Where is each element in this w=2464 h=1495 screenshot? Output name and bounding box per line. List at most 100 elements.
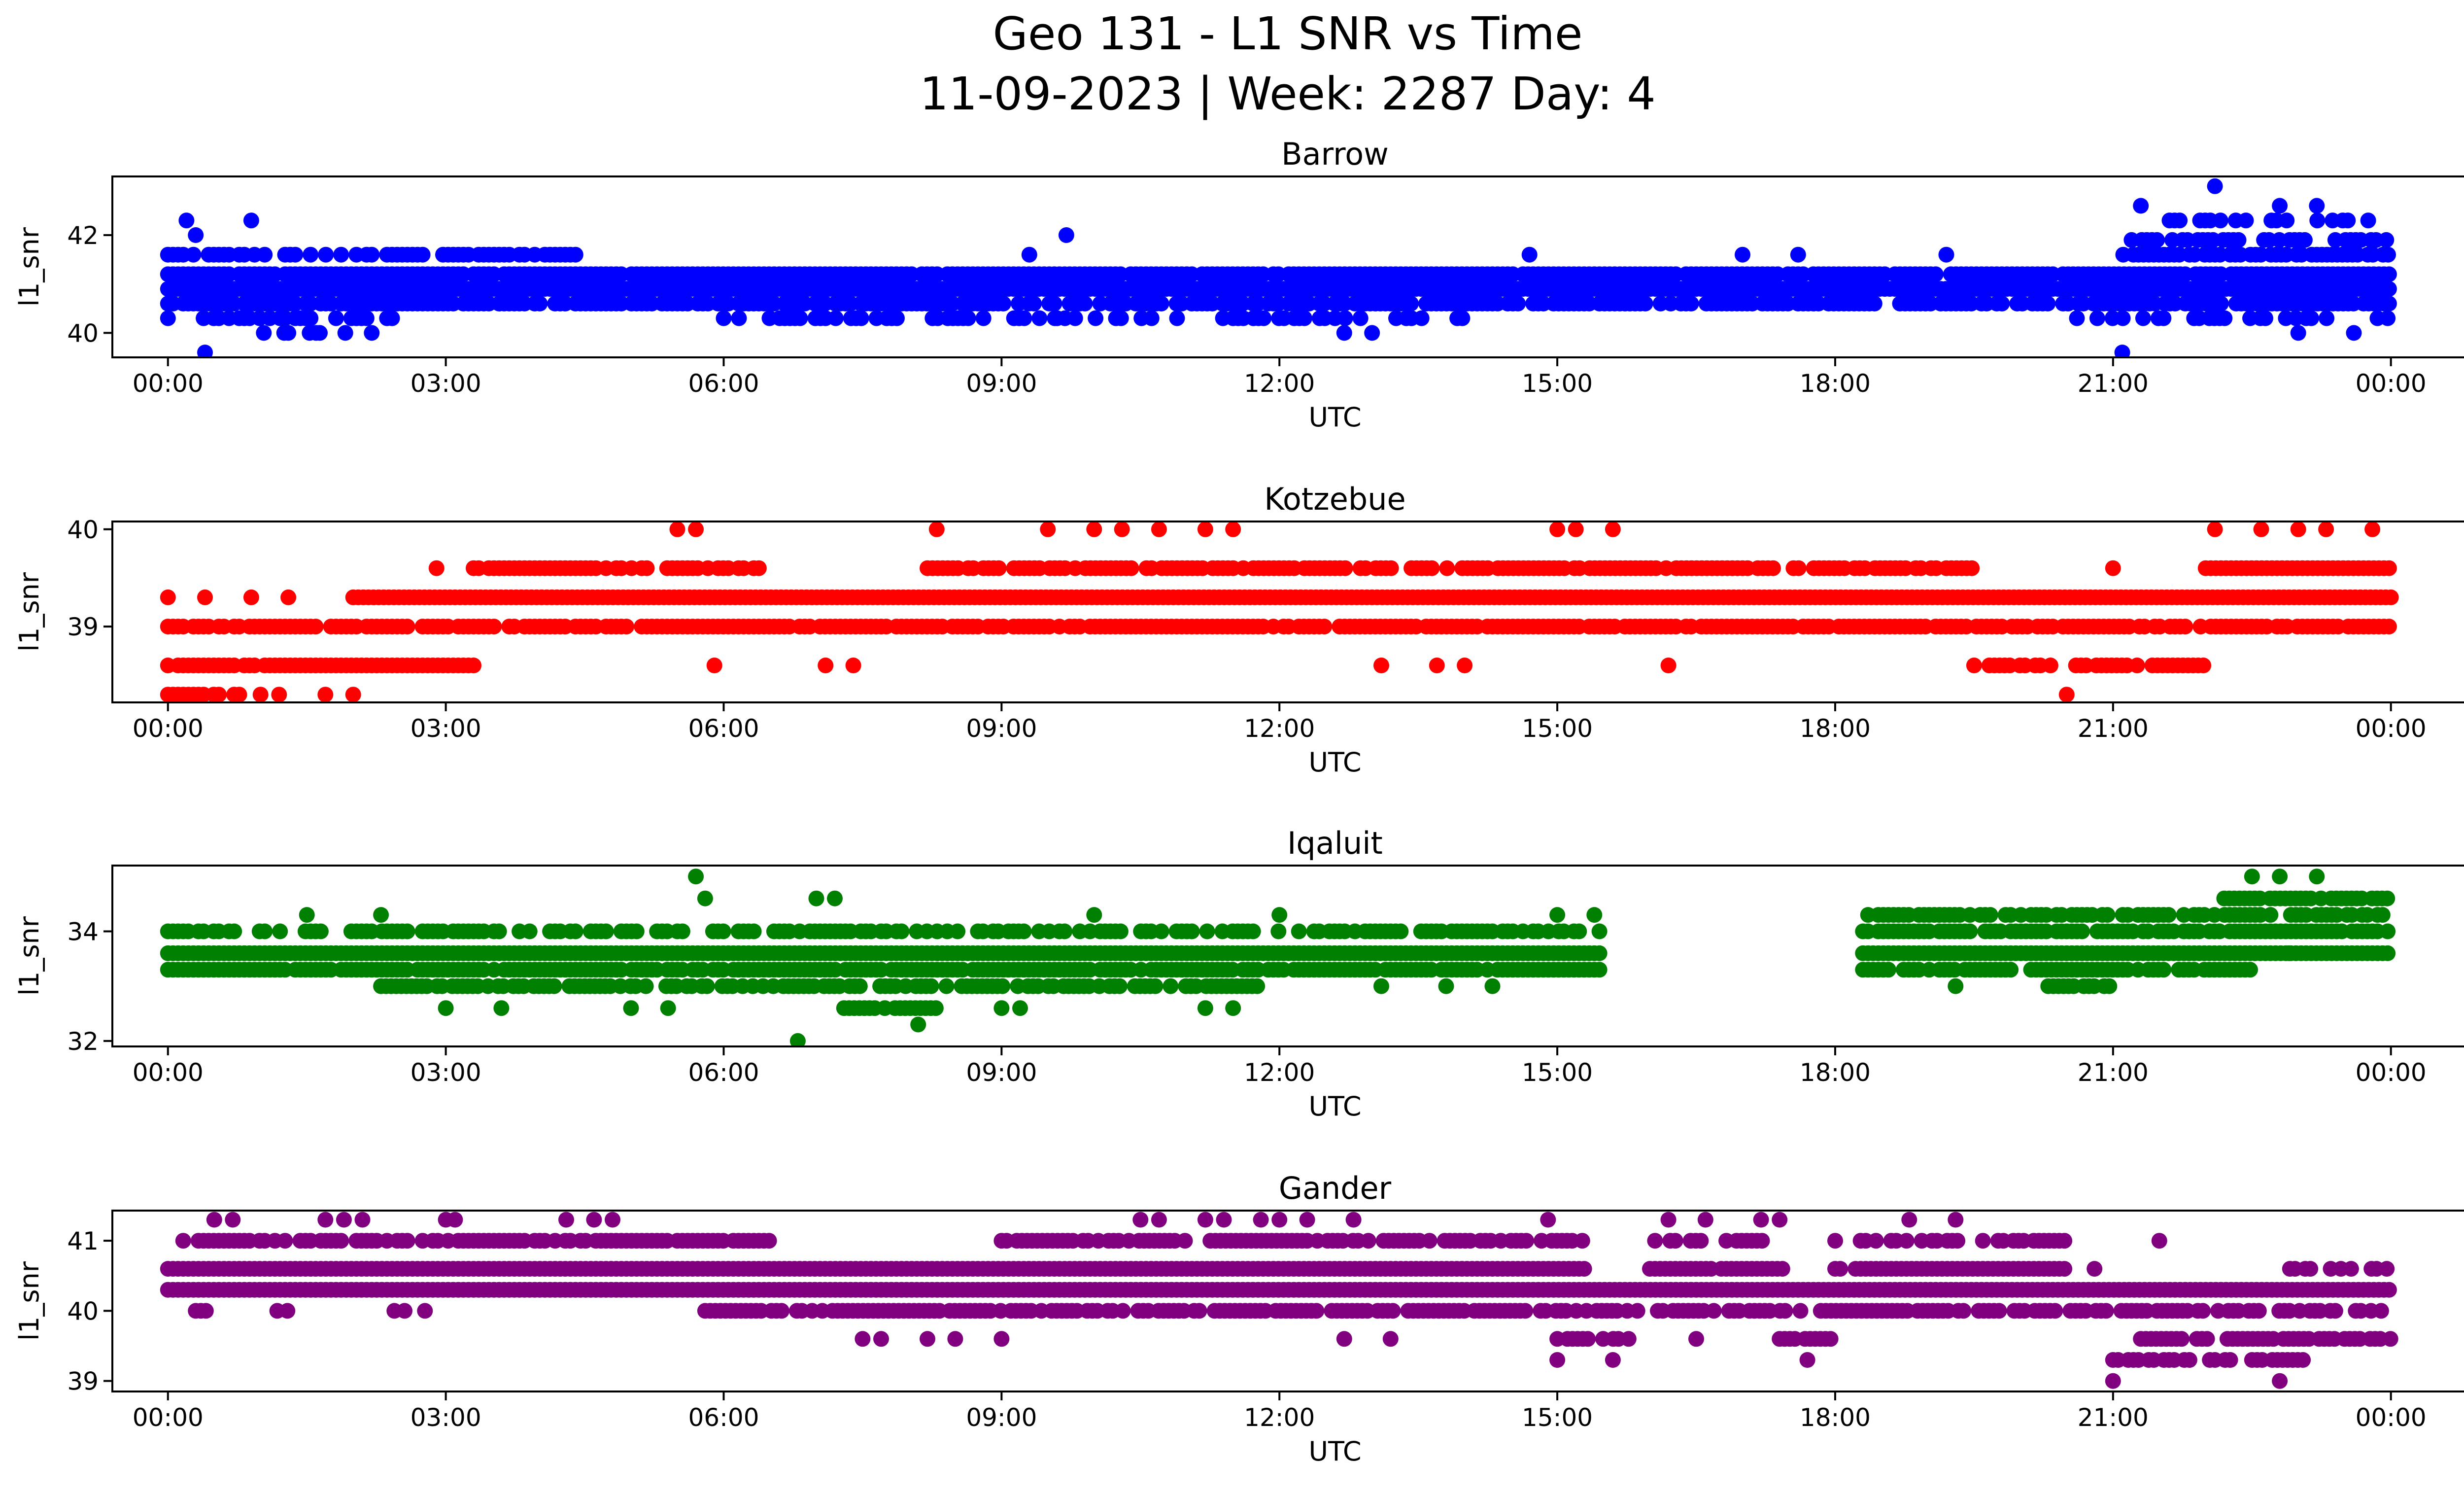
data-point: [2207, 522, 2223, 537]
data-point: [2340, 212, 2356, 229]
data-point: [1429, 658, 1445, 673]
data-point: [623, 1000, 639, 1016]
data-point: [486, 619, 502, 635]
data-point: [2056, 1261, 2073, 1277]
data-point: [1549, 522, 1566, 537]
data-point: [1774, 1261, 1790, 1277]
data-point: [1647, 1233, 1663, 1249]
data-point: [211, 687, 227, 702]
data-point: [2364, 522, 2381, 537]
data-point: [852, 978, 868, 994]
data-point: [1424, 560, 1440, 576]
data-point: [1113, 310, 1129, 326]
data-point: [789, 1033, 806, 1046]
x-tick-label: 15:00: [1522, 369, 1593, 398]
data-point: [399, 619, 415, 635]
axes-frame: [111, 521, 2464, 703]
data-point: [491, 923, 507, 939]
data-point: [1291, 923, 1307, 939]
data-point: [1693, 1233, 1709, 1249]
data-point: [1549, 907, 1566, 923]
data-point: [1147, 978, 1164, 994]
data-point: [2279, 212, 2295, 229]
data-point: [2099, 907, 2116, 923]
data-point: [845, 658, 861, 673]
data-point: [994, 978, 1011, 994]
x-tick-label: 00:00: [2356, 1058, 2427, 1087]
x-axis-label: UTC: [1308, 747, 1361, 778]
data-point: [308, 619, 324, 635]
x-tick-label: 18:00: [1800, 714, 1871, 743]
data-point: [598, 923, 614, 939]
data-point: [1571, 923, 1587, 939]
data-point: [1964, 560, 1980, 576]
data-point: [1383, 560, 1399, 576]
data-point: [1031, 310, 1048, 326]
data-point: [2253, 522, 2269, 537]
data-point: [1866, 295, 1882, 312]
data-point: [669, 522, 685, 537]
data-point: [2003, 962, 2019, 978]
data-point: [243, 589, 259, 605]
data-point: [808, 890, 824, 906]
data-point: [2217, 310, 2233, 326]
data-point: [731, 310, 747, 326]
data-point: [827, 310, 844, 326]
data-point: [1962, 923, 1978, 939]
data-point: [364, 246, 380, 263]
data-point: [2378, 232, 2395, 248]
data-point: [178, 212, 195, 229]
data-point: [428, 560, 445, 576]
data-point: [358, 310, 375, 326]
data-point: [1735, 246, 1750, 263]
data-point: [638, 978, 654, 994]
data-point: [308, 325, 324, 341]
data-point: [280, 325, 297, 341]
subplot-barrow: 00:00 03:00 06:00 09:00 12:00 15:00 18:00 21:00…: [14, 136, 2464, 433]
x-tick-label: 03:00: [411, 1058, 481, 1087]
data-point: [1994, 295, 2010, 312]
data-point: [197, 345, 213, 357]
data-point: [1403, 295, 1419, 312]
data-point: [231, 687, 247, 702]
data-point: [1249, 978, 1266, 994]
data-point: [1510, 295, 1526, 312]
data-point: [2230, 232, 2247, 248]
data-point: [1153, 295, 1169, 312]
axes-frame: [111, 865, 2464, 1047]
x-tick-label: 06:00: [688, 369, 759, 398]
data-point: [1151, 522, 1167, 537]
data-point: [1016, 310, 1032, 326]
data-point: [2381, 619, 2397, 635]
data-point: [188, 227, 204, 243]
data-point: [567, 246, 583, 263]
data-point: [2309, 212, 2326, 229]
data-point: [2379, 890, 2396, 906]
data-point: [1667, 1233, 1683, 1249]
data-point: [1112, 978, 1128, 994]
x-tick-label: 12:00: [1244, 369, 1315, 398]
data-point: [628, 923, 645, 939]
data-point: [2242, 962, 2258, 978]
data-point: [1046, 295, 1062, 312]
data-point: [818, 658, 834, 673]
data-point: [2149, 232, 2165, 248]
data-point: [2089, 310, 2105, 326]
x-axis-label: UTC: [1308, 1091, 1361, 1122]
data-point: [2296, 232, 2313, 248]
data-point: [2244, 869, 2260, 885]
data-point: [364, 325, 380, 341]
data-point: [1518, 1233, 1535, 1249]
x-tick-label: 21:00: [2078, 1058, 2149, 1087]
data-point: [243, 212, 259, 229]
data-point: [384, 310, 400, 326]
x-tick-label: 00:00: [133, 369, 204, 398]
data-point: [2380, 310, 2396, 326]
data-point: [1337, 310, 1353, 326]
subplot-kotzebue: 00:00 03:00 06:00 09:00 12:00 15:00 18:00 21:00…: [14, 481, 2464, 778]
data-point: [1169, 310, 1185, 326]
data-point: [197, 589, 213, 605]
subplot-title: Iqaluit: [1287, 825, 1383, 861]
data-point: [1352, 310, 1369, 326]
data-point: [271, 687, 287, 702]
